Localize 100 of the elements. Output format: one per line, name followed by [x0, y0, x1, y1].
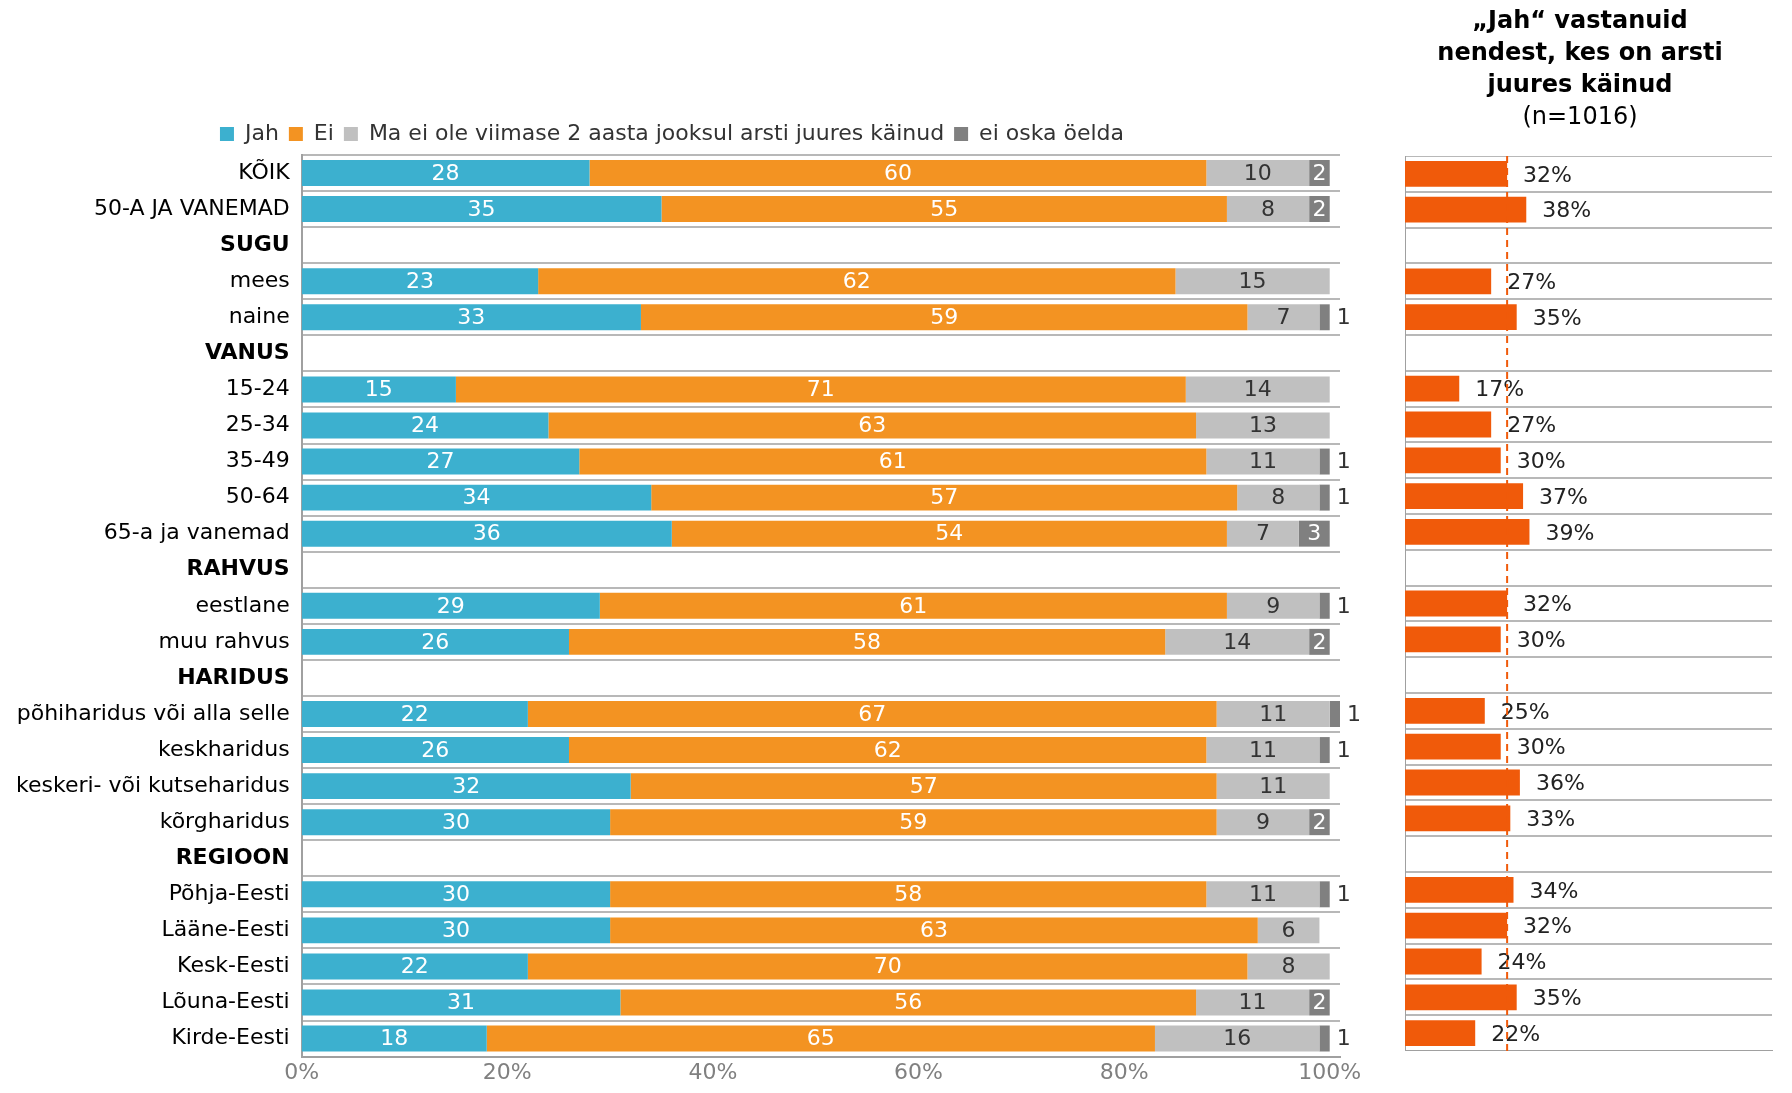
bar	[1196, 412, 1330, 439]
y-tick-label: naine	[228, 303, 290, 329]
data-label: 63	[858, 412, 887, 438]
bar	[301, 376, 456, 403]
bar	[610, 881, 1207, 908]
y-tick-label: kõrgharidus	[159, 807, 290, 833]
y-tick-label: Kirde-Eesti	[171, 1024, 290, 1050]
bar	[1226, 196, 1310, 223]
bar	[651, 484, 1238, 511]
y-tick-label: Põhja-Eesti	[168, 880, 290, 906]
bar	[1405, 411, 1492, 438]
data-label: 13	[1248, 412, 1277, 438]
data-label: 27	[426, 448, 455, 474]
y-tick-label: Kesk-Eesti	[177, 952, 290, 978]
data-label: 6	[1281, 917, 1296, 943]
data-label: 30%	[1516, 734, 1566, 760]
data-label: 39%	[1545, 519, 1595, 545]
data-label: 35%	[1532, 304, 1582, 330]
y-tick-label: eestlane	[195, 591, 290, 617]
bar	[620, 989, 1197, 1016]
data-label: 56	[894, 989, 923, 1015]
y-tick-label: RAHVUS	[186, 555, 290, 581]
bar	[301, 412, 549, 439]
data-label: 27%	[1507, 269, 1557, 295]
data-label: 11	[1248, 736, 1277, 762]
bar	[1216, 701, 1330, 727]
x-tick-label: 20%	[482, 1058, 532, 1084]
data-label: 1	[1336, 592, 1351, 618]
data-label: 30	[441, 808, 470, 834]
data-label: 1	[1336, 484, 1351, 510]
bar	[301, 196, 662, 223]
bar	[1247, 304, 1320, 331]
bar	[579, 448, 1207, 475]
data-label: 70	[873, 953, 902, 979]
bar	[1319, 737, 1330, 764]
data-label: 9	[1266, 592, 1281, 618]
data-label: 35%	[1532, 985, 1582, 1011]
data-label: 27%	[1507, 412, 1557, 438]
x-tick-label: 100%	[1298, 1058, 1362, 1084]
data-label: 8	[1271, 484, 1286, 510]
data-label: 23	[405, 267, 434, 293]
data-label: 1	[1336, 1025, 1351, 1051]
data-label: 17%	[1475, 376, 1525, 402]
x-tick-label: 40%	[688, 1058, 738, 1084]
bar	[1319, 304, 1330, 331]
data-label: 26	[421, 628, 450, 654]
y-tick-label: keskeri- või kutseharidus	[16, 771, 290, 797]
data-label: 32%	[1523, 591, 1573, 617]
data-label: 37%	[1539, 483, 1588, 509]
bar	[301, 520, 672, 547]
data-label: 59	[899, 808, 928, 834]
y-tick-label: Lääne-Eesti	[161, 916, 290, 942]
data-label: 1	[1336, 304, 1351, 330]
data-label: 55	[930, 195, 959, 221]
bar	[1319, 1025, 1330, 1052]
legend-label: Ma ei ole viimase 2 aasta jooksul arsti juures käinud	[368, 119, 945, 145]
data-label: 22	[400, 700, 429, 726]
data-label: 71	[806, 376, 835, 402]
bar	[301, 268, 539, 295]
y-tick-label: keskharidus	[158, 735, 290, 761]
data-label: 2	[1312, 159, 1327, 185]
bar	[1405, 375, 1460, 402]
y-tick-label: muu rahvus	[158, 627, 290, 653]
bar	[1319, 484, 1330, 511]
bar	[301, 773, 631, 800]
data-label: 10	[1243, 159, 1272, 185]
bar	[301, 304, 641, 331]
data-label: 24%	[1497, 949, 1547, 975]
data-label: 11	[1259, 700, 1288, 726]
bar	[486, 1025, 1155, 1052]
data-label: 26	[421, 736, 450, 762]
data-label: 30	[441, 917, 470, 943]
data-label: 3	[1307, 520, 1322, 546]
bar	[1329, 701, 1340, 727]
data-label: 30%	[1516, 448, 1566, 474]
data-label: 16	[1223, 1025, 1252, 1051]
bar	[1405, 626, 1501, 653]
y-tick-label: põhiharidus või alla selle	[16, 699, 290, 725]
bar	[568, 737, 1207, 764]
data-label: 62	[842, 267, 871, 293]
data-label: 1	[1336, 881, 1351, 907]
chart-title: „Jah“ vastanuid nendest, kes on arsti juures käinud	[1436, 5, 1724, 100]
bar	[301, 592, 600, 619]
data-label: 58	[853, 628, 882, 654]
data-label: 58	[894, 881, 923, 907]
data-label: 34%	[1529, 877, 1579, 903]
data-label: 32	[452, 772, 481, 798]
y-tick-label: 25-34	[225, 411, 290, 437]
data-label: 54	[935, 520, 964, 546]
data-label: 15	[364, 376, 393, 402]
y-tick-label: HARIDUS	[177, 663, 290, 689]
data-label: 62	[873, 736, 902, 762]
data-label: 31	[447, 989, 476, 1015]
bar	[671, 520, 1227, 547]
data-label: 60	[883, 159, 912, 185]
y-tick-label: 65-a ja vanemad	[103, 519, 290, 545]
data-label: 7	[1255, 520, 1270, 546]
data-label: 61	[878, 448, 907, 474]
bar	[527, 953, 1248, 980]
data-label: 1	[1336, 448, 1351, 474]
